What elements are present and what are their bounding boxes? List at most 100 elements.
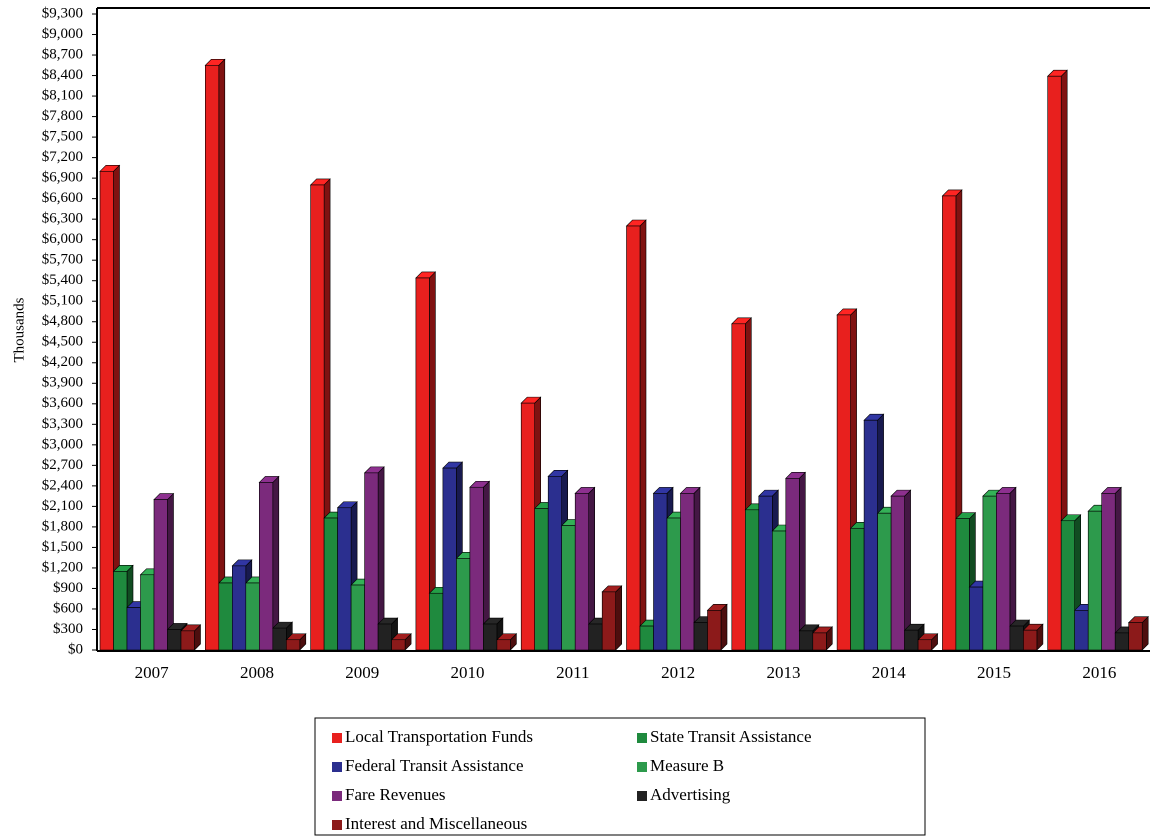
bar-front — [167, 629, 182, 651]
legend-swatch — [332, 733, 342, 743]
y-tick-label: $7,500 — [42, 129, 83, 145]
y-tick-label: $600 — [53, 600, 83, 616]
bar-front — [1009, 625, 1024, 651]
x-tick-label: 2013 — [766, 663, 800, 682]
y-tick-label: $6,900 — [42, 170, 83, 186]
bar — [890, 489, 912, 651]
x-tick-label: 2012 — [661, 663, 695, 682]
bar-side — [218, 58, 226, 651]
bar-side — [798, 471, 806, 651]
bar-front — [350, 584, 365, 651]
y-tick-label: $900 — [53, 580, 83, 596]
y-tick-label: $2,700 — [42, 457, 83, 473]
bar-front — [812, 632, 827, 651]
y-tick-label: $4,800 — [42, 313, 83, 329]
legend-label: Local Transportation Funds — [345, 727, 533, 746]
bar — [941, 189, 963, 651]
legend-swatch — [637, 762, 647, 772]
y-tick-label: $0 — [68, 641, 83, 657]
y-tick-label: $5,100 — [42, 293, 83, 309]
y-tick-label: $2,100 — [42, 498, 83, 514]
bar-side — [720, 603, 728, 651]
bar-side — [1114, 486, 1122, 651]
bar-front — [547, 475, 563, 651]
y-tick-label: $1,500 — [42, 539, 83, 555]
legend-label: State Transit Assistance — [650, 727, 812, 746]
x-tick-label: 2011 — [556, 663, 589, 682]
bar-front — [601, 591, 617, 651]
bar-front — [415, 277, 430, 651]
bar-front — [1047, 75, 1062, 651]
y-tick-label: $300 — [53, 621, 83, 637]
bar-front — [574, 493, 590, 651]
bar — [180, 624, 202, 651]
x-tick-label: 2014 — [872, 663, 907, 682]
legend-swatch — [637, 791, 647, 801]
x-tick-label: 2007 — [135, 663, 170, 682]
bar — [785, 471, 807, 651]
bar — [469, 480, 491, 651]
y-tick-label: $3,900 — [42, 375, 83, 391]
bar — [285, 633, 307, 651]
bar-front — [955, 518, 970, 651]
legend-label: Measure B — [650, 756, 724, 775]
bar-front — [693, 622, 708, 651]
bar-front — [666, 517, 681, 651]
bar-front — [258, 482, 274, 651]
x-tick-label: 2008 — [240, 663, 274, 682]
legend-label: Federal Transit Assistance — [345, 756, 524, 775]
y-axis-label: Thousands — [11, 297, 27, 362]
bar-front — [850, 527, 865, 651]
bar-front — [113, 571, 128, 651]
legend-label: Advertising — [650, 785, 731, 804]
bar-front — [1128, 622, 1143, 651]
bar — [496, 633, 518, 651]
legend-swatch — [332, 791, 342, 801]
bar — [390, 633, 412, 651]
bar-front — [429, 592, 444, 651]
bar-front — [272, 627, 287, 651]
bar-front — [377, 623, 392, 651]
bar-front — [140, 574, 155, 651]
bar-front — [877, 512, 892, 651]
bar — [601, 585, 623, 651]
legend-swatch — [332, 820, 342, 830]
bar — [1046, 69, 1068, 651]
x-tick-label: 2010 — [451, 663, 485, 682]
bar-front — [771, 530, 787, 651]
bar — [574, 486, 596, 651]
legend-label: Fare Revenues — [345, 785, 446, 804]
bar-front — [680, 493, 695, 651]
bar — [706, 603, 728, 651]
bar — [258, 475, 280, 651]
bar-front — [99, 170, 114, 651]
y-tick-label: $9,000 — [42, 26, 83, 42]
y-tick-label: $4,200 — [42, 354, 83, 370]
bar — [1127, 615, 1149, 651]
y-tick-label: $1,200 — [42, 559, 83, 575]
bar — [625, 219, 647, 651]
y-tick-label: $3,000 — [42, 436, 83, 452]
bar-front — [1087, 510, 1102, 651]
bar-front — [126, 607, 141, 651]
bar-front — [469, 486, 484, 651]
bar-front — [744, 509, 760, 651]
bar-front — [798, 630, 814, 651]
bar-front — [232, 565, 247, 651]
bar — [1022, 623, 1044, 651]
bar-front — [153, 499, 168, 651]
legend-swatch — [637, 733, 647, 743]
y-tick-label: $7,800 — [42, 108, 83, 124]
y-tick-label: $3,300 — [42, 416, 83, 432]
bar-side — [639, 219, 647, 651]
bar-front — [707, 610, 722, 651]
bar-front — [626, 225, 641, 651]
bar-front — [982, 495, 997, 651]
bar-front — [218, 582, 233, 651]
bar — [812, 626, 834, 651]
bar-front — [996, 493, 1011, 651]
bar-front — [1074, 610, 1089, 651]
bar-front — [534, 508, 549, 651]
bar — [679, 486, 701, 651]
